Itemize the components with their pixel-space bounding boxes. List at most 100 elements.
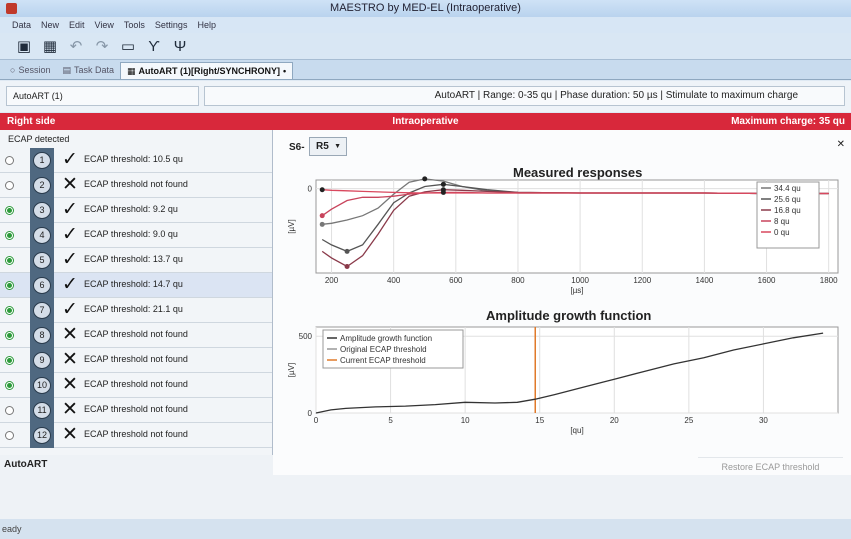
menu-view[interactable]: View [94,20,114,30]
x-tick-label: 1400 [695,276,713,285]
ecap-detected-radio[interactable] [5,256,14,265]
tab-autoart-label: AutoART (1)[Right/SYNCHRONY] [138,66,281,76]
electrode-row[interactable]: 9 ✕ ECAP threshold not found [0,348,272,373]
measured-responses-chart: 200 400 600 800 1000 1200 1400 1600 1800 0 [µs] [µV… [287,176,839,295]
ecap-detected-radio[interactable] [5,431,14,440]
app-logo-icon [6,3,17,14]
tab-task-data[interactable]: ▤ Task Data [56,62,120,79]
electrode-row[interactable]: 11 ✕ ECAP threshold not found [0,398,272,423]
y-tick-label: 0 [308,185,313,194]
electrode-row[interactable]: 8 ✕ ECAP threshold not found [0,323,272,348]
electrode-prefix-label: S6- [289,142,305,153]
tab-session[interactable]: ○ Session [4,62,56,79]
electrode-row[interactable]: 7 ✓ ECAP threshold: 21.1 qu [0,298,272,323]
x-tick-label: 1800 [820,276,838,285]
ecap-detected-radio[interactable] [5,231,14,240]
antenna-alt-icon[interactable]: Ψ [173,37,187,55]
legend-label: 0 qu [774,228,790,237]
x-tick-label: 10 [461,416,470,425]
checkmark-icon: ✓ [62,224,78,245]
electrode-number: 2 [33,177,51,194]
x-tick-label: 1000 [571,276,589,285]
electrode-row[interactable]: 12 ✕ ECAP threshold not found [0,423,272,448]
empty-area [0,475,851,519]
ecap-detected-radio[interactable] [5,356,14,365]
close-icon[interactable]: ✕ [836,139,845,150]
ecap-detected-radio[interactable] [5,406,14,415]
window-title: MAESTRO by MED-EL (Intraoperative) [330,2,521,14]
ecap-threshold-text: ECAP threshold: 21.1 qu [84,304,183,314]
task-name-field: AutoART (1) [6,86,199,106]
electrode-number: 7 [33,302,51,319]
legend-box [756,181,820,249]
restore-ecap-threshold-button[interactable]: Restore ECAP threshold [698,457,843,475]
ecap-detected-radio[interactable] [5,331,14,340]
menu-edit[interactable]: Edit [69,20,85,30]
ecap-detected-radio[interactable] [5,281,14,290]
electrode-number: 9 [33,352,51,369]
redo-icon[interactable]: ↷ [95,38,109,55]
legend-box [322,329,464,369]
electrode-list-panel: ECAP detected 1 ✓ ECAP threshold: 10.5 qu 2… [0,130,273,455]
x-axis-label: [µs] [570,286,583,295]
ecap-detected-radio[interactable] [5,381,14,390]
peak-marker [344,264,350,270]
electrode-select-value: R5 [316,141,329,152]
y-axis-label: [µV] [287,219,296,233]
chart-title-amplitude-growth: Amplitude growth function [486,308,652,323]
cross-icon: ✕ [62,349,78,370]
electrode-row[interactable]: 1 ✓ ECAP threshold: 10.5 qu [0,148,272,173]
y-axis-label: [µV] [287,363,296,377]
peak-marker [319,213,325,219]
tab-session-label: Session [18,65,51,75]
menu-data[interactable]: Data [12,20,32,30]
electrode-row[interactable]: 5 ✓ ECAP threshold: 13.7 qu [0,248,272,273]
electrode-number: 8 [33,327,51,344]
x-tick-label: 600 [449,276,463,285]
ecap-threshold-text: ECAP threshold not found [84,354,188,364]
legend-label: 8 qu [774,217,790,226]
toolbar: ▣ ▦ ↶ ↷ ▭ ϒ Ψ [0,33,851,60]
y-tick-label: 0 [308,409,313,418]
x-tick-label: 25 [684,416,693,425]
ecap-detected-radio[interactable] [5,156,14,165]
peak-marker [440,189,446,195]
x-axis-label: [qu] [570,426,583,435]
electrode-row[interactable]: 2 ✕ ECAP threshold not found [0,173,272,198]
electrode-row[interactable]: 10 ✕ ECAP threshold not found [0,373,272,398]
menu-settings[interactable]: Settings [154,20,188,30]
ecap-threshold-text: ECAP threshold: 10.5 qu [84,154,183,164]
ecap-threshold-text: ECAP threshold: 9.2 qu [84,204,178,214]
max-charge-label: Maximum charge: 35 qu [731,116,845,127]
menu-bar: Data New Edit View Tools Settings Help [0,17,851,33]
autoart-icon: ▦ [127,66,136,76]
electrode-row[interactable]: 6 ✓ ECAP threshold: 14.7 qu [0,273,272,298]
ecap-detected-header: ECAP detected [8,134,70,144]
save-icon[interactable]: ▣ [16,38,32,55]
tab-autoart[interactable]: ▦ AutoART (1)[Right/SYNCHRONY] • [120,62,294,79]
electrode-row[interactable]: 3 ✓ ECAP threshold: 9.2 qu [0,198,272,223]
ecap-threshold-text: ECAP threshold not found [84,429,188,439]
menu-new[interactable]: New [41,20,60,30]
undo-icon[interactable]: ↶ [69,38,83,55]
antenna-icon[interactable]: ϒ [148,37,160,55]
electrode-number: 6 [33,277,51,294]
ecap-threshold-text: ECAP threshold not found [84,179,188,189]
ecap-detected-radio[interactable] [5,306,14,315]
electrode-row[interactable]: 4 ✓ ECAP threshold: 9.0 qu [0,223,272,248]
electrode-select[interactable]: R5 ▼ [309,137,347,156]
side-label: Right side [7,116,56,127]
save-all-icon[interactable]: ▦ [42,38,58,55]
measurement-panel: S6- R5 ▼ ✕ Measured responses 200 400 600 8… [273,130,851,475]
tab-close-icon[interactable]: • [283,66,287,76]
electrode-number: 4 [33,227,51,244]
comment-icon[interactable]: ▭ [120,38,136,55]
ecap-detected-radio[interactable] [5,181,14,190]
ecap-threshold-text: ECAP threshold: 13.7 qu [84,254,183,264]
ecap-threshold-text: ECAP threshold not found [84,379,188,389]
menu-tools[interactable]: Tools [123,20,145,30]
menu-help[interactable]: Help [197,20,216,30]
peak-marker [319,187,325,193]
ecap-detected-radio[interactable] [5,206,14,215]
cross-icon: ✕ [62,399,78,420]
